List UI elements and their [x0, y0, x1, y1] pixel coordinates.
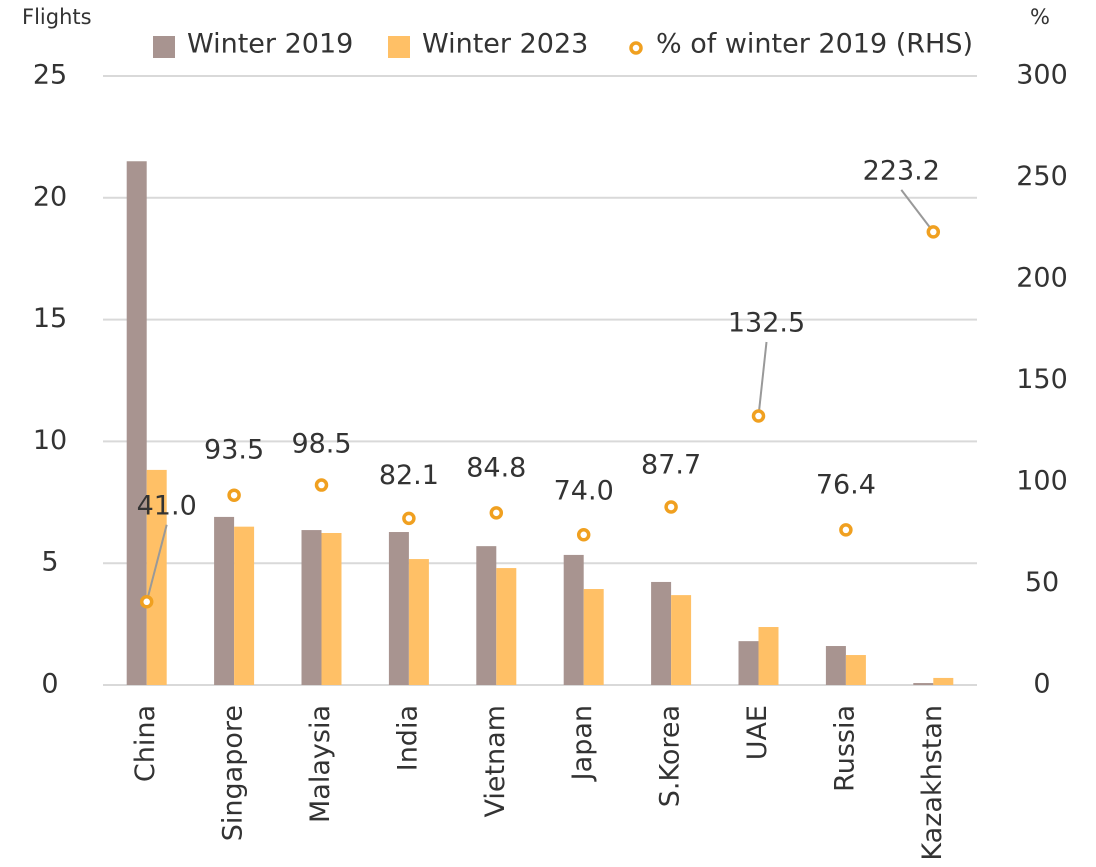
y-tick-label: 5 — [41, 547, 58, 578]
bar — [845, 655, 866, 685]
bar — [825, 646, 846, 685]
bar — [496, 568, 517, 685]
y-tick-label: 10 — [33, 425, 67, 456]
legend-label: Winter 2023 — [422, 29, 588, 60]
y2-tick-label: 50 — [1025, 567, 1059, 598]
leader-line — [900, 189, 935, 233]
point — [402, 511, 416, 526]
bar — [651, 581, 672, 685]
point — [751, 409, 766, 423]
point — [139, 595, 154, 609]
leader-line — [757, 341, 768, 417]
y2-axis-title: % — [1030, 5, 1050, 29]
y2-tick-label: 150 — [1016, 364, 1068, 395]
bar — [476, 546, 497, 685]
data-label: 76.4 — [816, 469, 876, 500]
legend-label: Winter 2019 — [187, 29, 353, 60]
y-tick-label: 25 — [33, 60, 67, 91]
data-label: 98.5 — [291, 429, 351, 460]
data-label: 132.5 — [728, 308, 805, 339]
point — [314, 478, 329, 492]
bar — [671, 595, 692, 685]
y-tick-label: 20 — [33, 181, 67, 212]
legend-swatch — [153, 36, 175, 58]
y-tick-label: 0 — [41, 669, 58, 700]
x-tick-label: Vietnam — [480, 705, 511, 818]
point — [664, 500, 678, 514]
bar — [408, 559, 429, 685]
bar — [321, 532, 342, 685]
y2-tick-label: 300 — [1016, 60, 1068, 91]
point — [926, 225, 941, 239]
bar — [234, 526, 255, 685]
data-label: 93.5 — [204, 435, 264, 466]
point — [839, 523, 853, 537]
y2-tick-label: 0 — [1033, 669, 1050, 700]
bar — [146, 469, 167, 685]
y2-tick-label: 100 — [1016, 466, 1068, 497]
x-tick-label: India — [392, 705, 423, 771]
data-label: 74.0 — [554, 475, 614, 506]
x-tick-label: UAE — [742, 705, 773, 760]
bar — [563, 554, 584, 685]
bar — [126, 161, 147, 685]
data-label: 41.0 — [137, 490, 197, 521]
bar — [913, 683, 934, 685]
bar — [214, 516, 235, 685]
data-label: 84.8 — [466, 452, 526, 483]
x-tick-label: Japan — [567, 705, 598, 782]
legend-label: % of winter 2019 (RHS) — [656, 29, 973, 60]
x-tick-label: S.Korea — [655, 705, 686, 807]
y-axis-title: Flights — [22, 5, 92, 29]
point — [227, 488, 241, 502]
data-label: 82.1 — [379, 460, 439, 491]
legend-swatch — [388, 36, 410, 58]
data-label: 87.7 — [641, 449, 701, 480]
y2-tick-label: 250 — [1016, 161, 1068, 192]
x-tick-label: Kazakhstan — [917, 705, 948, 861]
x-tick-label: Malaysia — [305, 705, 336, 823]
bar — [301, 530, 322, 685]
bar — [583, 589, 604, 685]
bar — [738, 641, 759, 685]
bar — [388, 532, 409, 685]
point — [489, 506, 504, 520]
x-tick-label: China — [130, 705, 161, 782]
y2-tick-label: 200 — [1016, 263, 1068, 294]
bar — [758, 627, 779, 685]
data-label: 223.2 — [863, 155, 940, 186]
point — [576, 528, 591, 542]
leader-line — [145, 524, 168, 603]
legend-swatch — [629, 41, 643, 55]
y-tick-label: 15 — [33, 303, 67, 334]
x-tick-label: Singapore — [218, 705, 249, 841]
bar — [933, 677, 954, 685]
x-tick-label: Russia — [829, 705, 860, 792]
